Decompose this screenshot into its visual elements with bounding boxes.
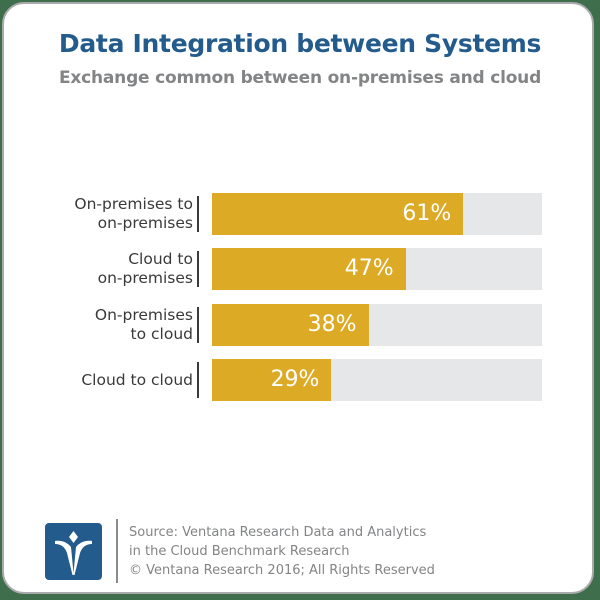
bar: 29% xyxy=(212,359,332,401)
axis-tick xyxy=(197,307,199,343)
bar-label: On-premises to on-premises xyxy=(74,195,193,232)
bar: 47% xyxy=(212,248,406,290)
bar-label: On-premises to cloud xyxy=(94,306,193,343)
bar-value-label: 29% xyxy=(270,367,320,392)
source-note: Source: Ventana Research Data and Analyt… xyxy=(129,525,435,578)
bar-value-label: 61% xyxy=(402,201,452,226)
bar-row: Cloud to on-premises 47% xyxy=(0,248,600,290)
bar-label: Cloud to cloud xyxy=(81,370,193,389)
bar-row: On-premises to on-premises 61% xyxy=(0,193,600,235)
axis-tick xyxy=(197,362,199,398)
ventana-research-logo-icon xyxy=(45,523,102,580)
bar-track: 61% xyxy=(212,193,542,235)
bar-row: On-premises to cloud 38% xyxy=(0,304,600,346)
footer-divider xyxy=(116,519,118,583)
bar-track: 47% xyxy=(212,248,542,290)
bar-value-label: 47% xyxy=(344,256,394,281)
chart-title: Data Integration between Systems xyxy=(58,29,542,58)
bar-track: 29% xyxy=(212,359,542,401)
bar: 38% xyxy=(212,304,369,346)
bar-value-label: 38% xyxy=(307,312,357,337)
bar-label: Cloud to on-premises xyxy=(97,250,193,287)
axis-tick xyxy=(197,196,199,232)
axis-tick xyxy=(197,251,199,287)
chart-card xyxy=(2,2,594,594)
bar: 61% xyxy=(212,193,464,235)
bar-track: 38% xyxy=(212,304,542,346)
bar-row: Cloud to cloud 29% xyxy=(0,359,600,401)
chart-subtitle: Exchange common between on-premises and … xyxy=(58,68,542,88)
